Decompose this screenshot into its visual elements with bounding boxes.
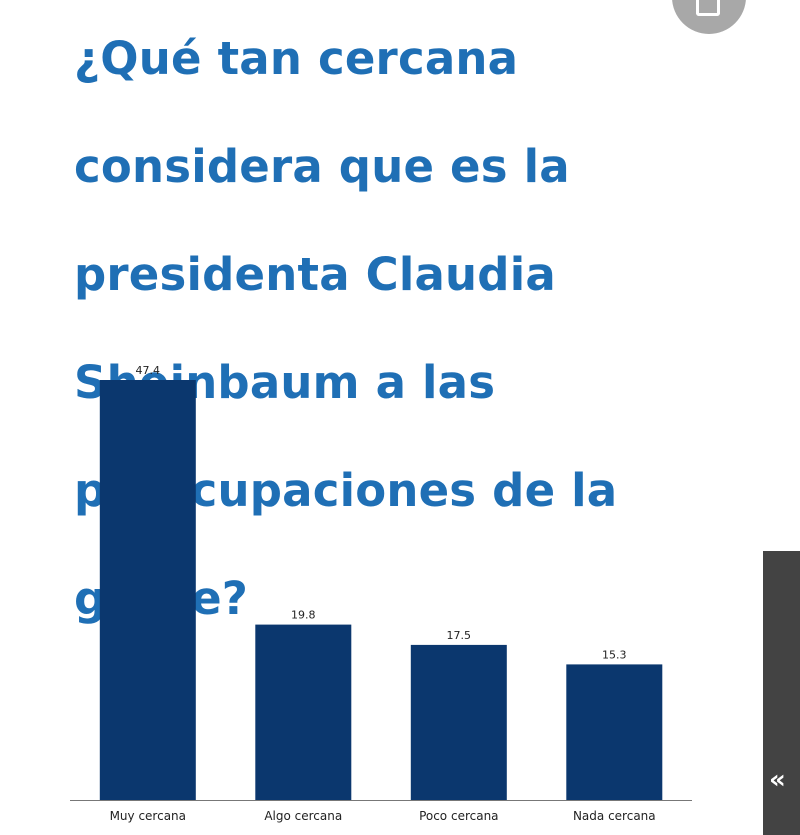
data-label: 19.8 — [291, 609, 316, 622]
bar — [410, 644, 507, 800]
category-label: Nada cercana — [573, 809, 656, 823]
title-line: ¿Qué tan cercana — [74, 32, 519, 85]
double-chevron-left-icon: « — [769, 765, 786, 795]
side-panel-toggle[interactable]: « — [763, 551, 800, 835]
data-label: 17.5 — [447, 629, 472, 642]
bar — [566, 664, 663, 800]
data-label: 47.4 — [136, 364, 161, 377]
bar — [99, 380, 196, 800]
bar — [255, 624, 352, 800]
data-label: 15.3 — [602, 648, 627, 661]
title-line: presidenta Claudia — [74, 248, 556, 301]
title-line: considera que es la — [74, 140, 570, 193]
bookmark-icon — [696, 0, 720, 16]
category-label: Poco cercana — [419, 809, 498, 823]
category-label: Muy cercana — [110, 809, 186, 823]
category-label: Algo cercana — [264, 809, 342, 823]
